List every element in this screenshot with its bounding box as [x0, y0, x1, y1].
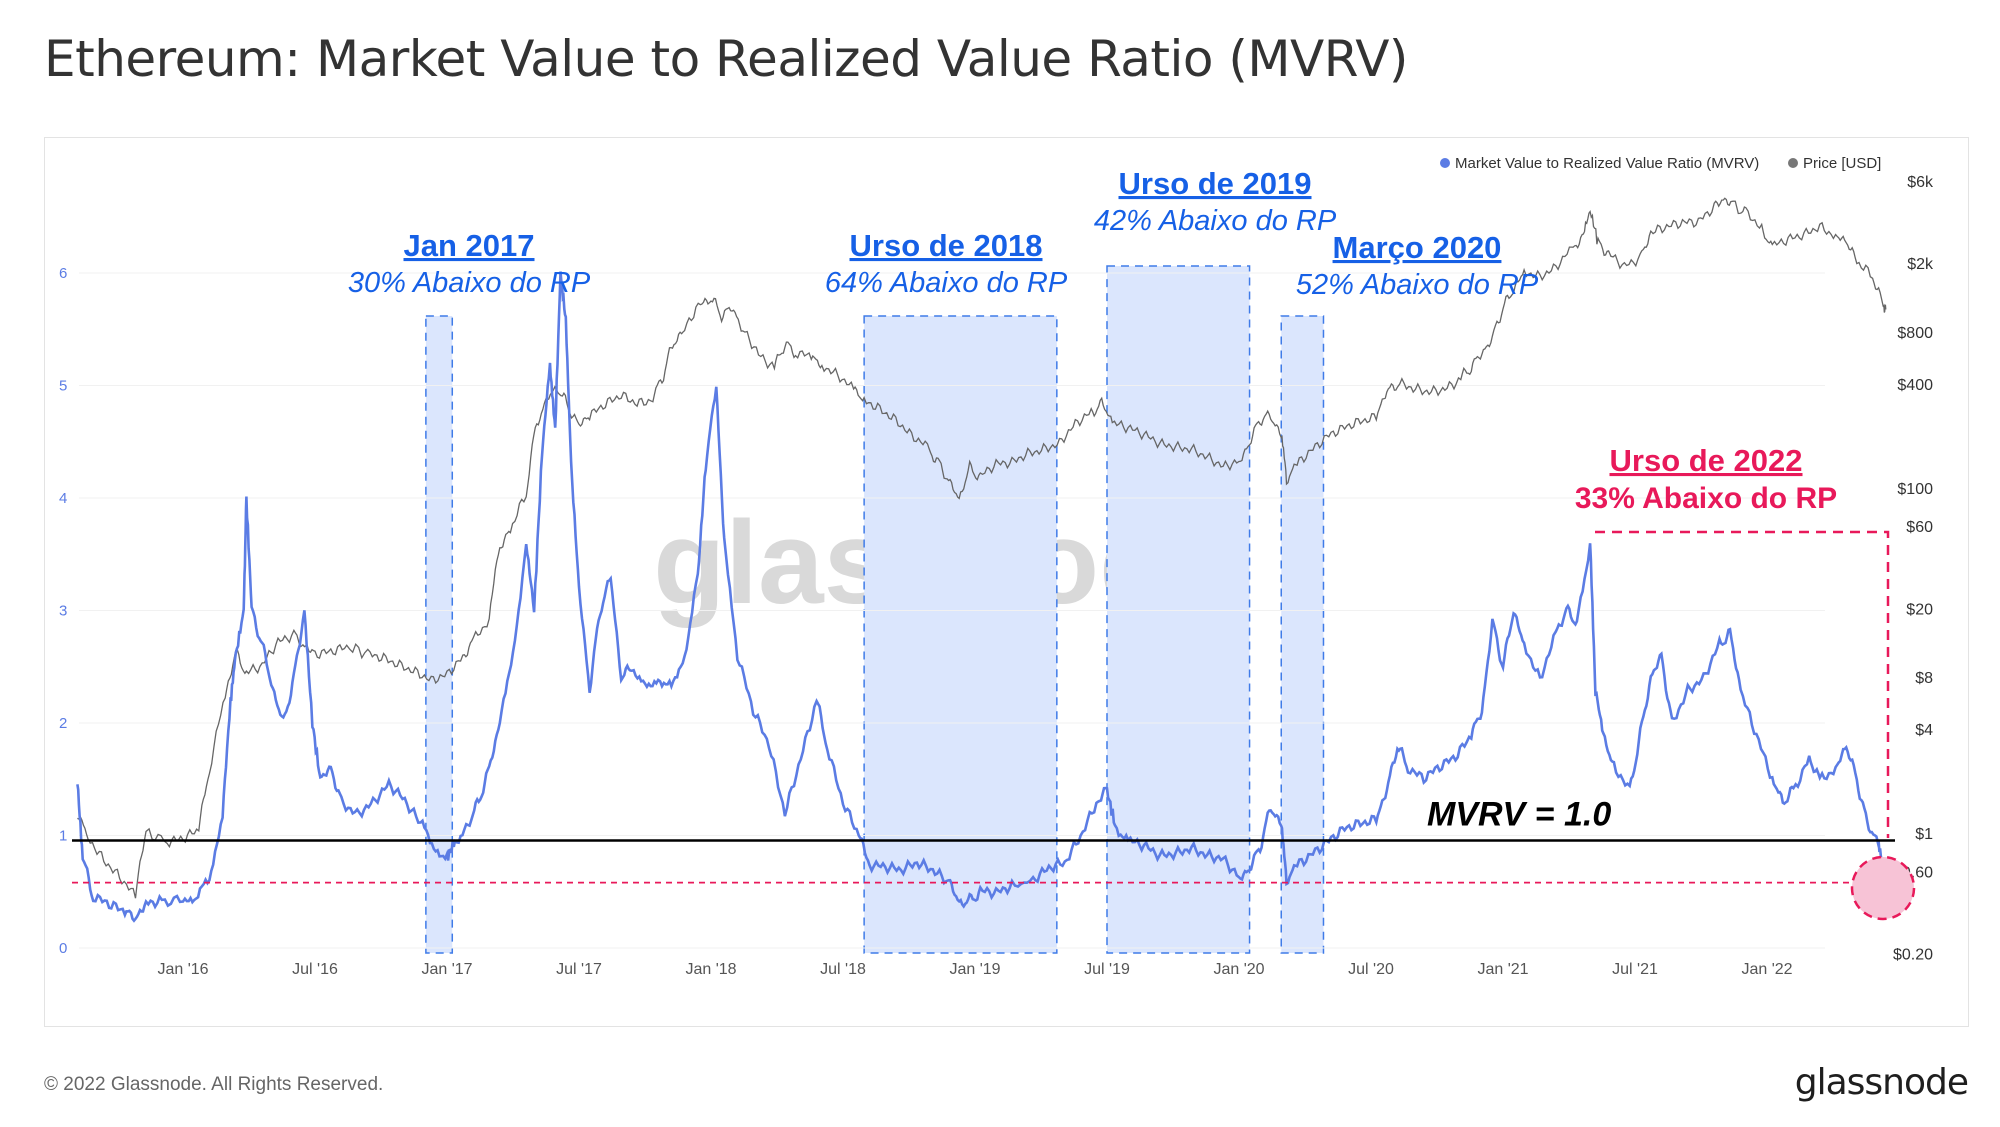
page-title: Ethereum: Market Value to Realized Value…	[44, 30, 1408, 88]
x-tick-label: Jan '18	[685, 961, 736, 978]
x-tick-label: Jul '16	[292, 961, 338, 978]
x-tick-label: Jan '21	[1477, 961, 1528, 978]
annotation-subtitle: 52% Abaixo do RP	[1296, 269, 1539, 301]
legend-swatch	[1788, 158, 1798, 168]
y-right-tick-label: $400	[1897, 377, 1933, 394]
y-right-tick-label: $60	[1906, 519, 1933, 536]
shaded-region	[863, 315, 1058, 954]
y-right-tick-label: $2k	[1907, 256, 1934, 273]
callout-title: Urso de 2022	[1610, 443, 1803, 478]
y-left-tick-label: 0	[59, 940, 67, 957]
y-left-tick-label: 4	[59, 490, 67, 507]
glassnode-logo: glassnode	[1794, 1062, 1969, 1103]
y-right-tick-label: $1	[1915, 826, 1933, 843]
callout-circle	[1850, 855, 1916, 921]
x-tick-label: Jul '21	[1612, 961, 1658, 978]
legend-swatch	[1440, 158, 1450, 168]
x-tick-label: Jul '20	[1348, 961, 1394, 978]
y-right-tick-label: $20	[1906, 601, 1933, 618]
y-left-tick-label: 2	[59, 715, 67, 732]
y-right-tick-label: $8	[1915, 670, 1933, 687]
y-right-tick-label: $800	[1897, 325, 1933, 342]
price-series-line	[77, 197, 1887, 899]
copyright-text: © 2022 Glassnode. All Rights Reserved.	[44, 1074, 384, 1095]
x-tick-label: Jan '17	[421, 961, 472, 978]
annotation-subtitle: 64% Abaixo do RP	[825, 267, 1068, 299]
shaded-region	[425, 315, 454, 954]
annotation-title: Urso de 2019	[1119, 166, 1312, 201]
x-tick-label: Jul '18	[820, 961, 866, 978]
mvrv-1-reference-label: MVRV = 1.0	[1427, 796, 1611, 834]
legend-label: Price [USD]	[1803, 155, 1881, 172]
y-right-tick-label: $0.20	[1893, 947, 1933, 964]
x-tick-label: Jul '19	[1084, 961, 1130, 978]
y-right-tick-label: $6k	[1907, 174, 1934, 191]
annotation-title: Urso de 2018	[850, 228, 1043, 263]
x-tick-label: Jan '20	[1213, 961, 1264, 978]
y-right-tick-label: $4	[1915, 722, 1933, 739]
annotation-subtitle: 30% Abaixo do RP	[348, 267, 591, 299]
y-left-tick-label: 6	[59, 265, 67, 282]
mvrv-series-line	[76, 271, 1888, 923]
x-tick-label: Jan '16	[157, 961, 208, 978]
callout-bracket	[1595, 530, 1890, 838]
callout-subtitle: 33% Abaixo do RP	[1575, 482, 1837, 515]
annotation-title: Jan 2017	[404, 228, 535, 263]
y-left-tick-label: 1	[59, 828, 67, 845]
x-tick-label: Jan '19	[949, 961, 1000, 978]
legend-label: Market Value to Realized Value Ratio (MV…	[1455, 155, 1759, 172]
annotation-subtitle: 42% Abaixo do RP	[1094, 205, 1337, 237]
shaded-region	[1280, 315, 1325, 954]
annotation-title: Março 2020	[1333, 230, 1502, 265]
y-left-tick-label: 3	[59, 603, 67, 620]
y-right-tick-label: $100	[1897, 481, 1933, 498]
shaded-region	[1106, 265, 1251, 954]
y-left-tick-label: 5	[59, 378, 67, 395]
x-tick-label: Jan '22	[1741, 961, 1792, 978]
x-tick-label: Jul '17	[556, 961, 602, 978]
